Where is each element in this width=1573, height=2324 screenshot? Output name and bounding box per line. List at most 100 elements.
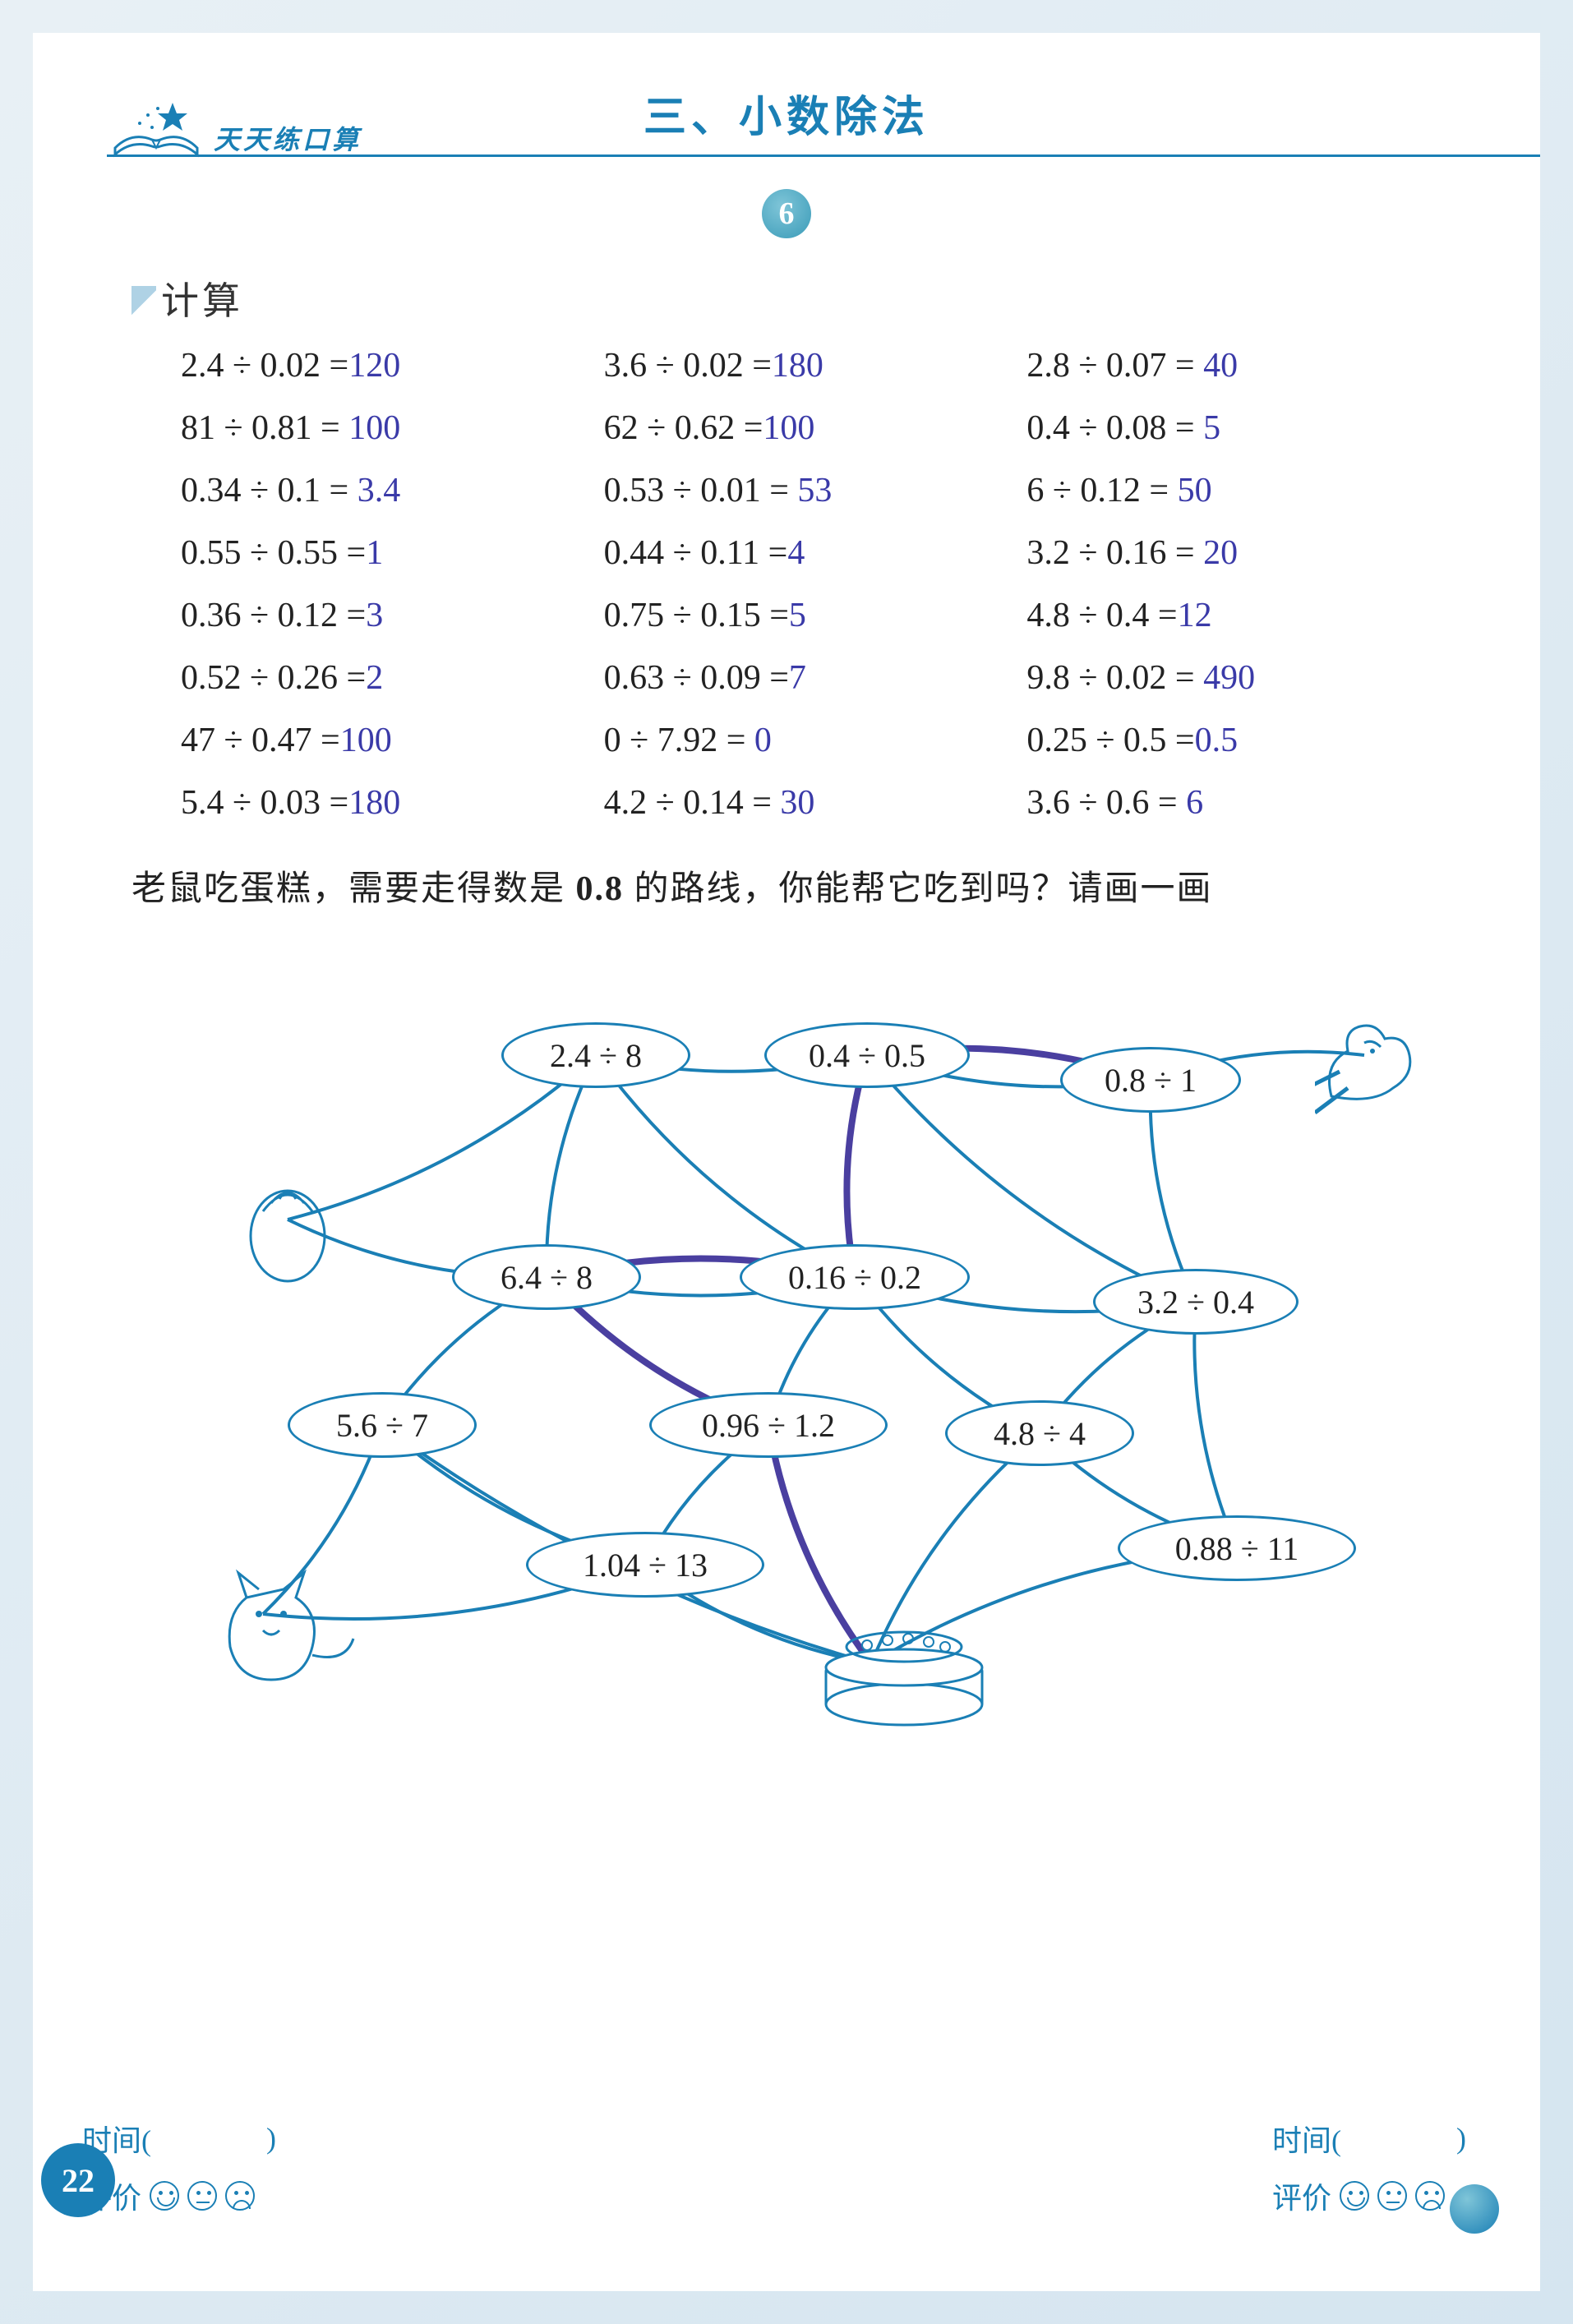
- calc-expression: 0.53 ÷ 0.01 =: [604, 472, 789, 510]
- calc-expression: 0.25 ÷ 0.5 =: [1026, 722, 1194, 759]
- face-neutral-icon: [1377, 2181, 1407, 2211]
- face-sad-icon: [225, 2181, 255, 2211]
- maze-diagram: 2.4 ÷ 80.4 ÷ 0.50.8 ÷ 16.4 ÷ 80.16 ÷ 0.2…: [107, 940, 1466, 1745]
- rating-label-r: 评价: [1272, 2174, 1331, 2217]
- calc-answer: 120: [348, 347, 400, 385]
- maze-node: 3.2 ÷ 0.4: [1093, 1269, 1299, 1335]
- maze-node: 5.6 ÷ 7: [288, 1392, 477, 1458]
- calc-item: 0.55 ÷ 0.55 =1: [181, 533, 571, 573]
- calc-answer: 53: [789, 472, 833, 510]
- calc-expression: 0.63 ÷ 0.09 =: [604, 659, 789, 697]
- time-row: 时间( ): [82, 2117, 276, 2160]
- calc-item: 0.4 ÷ 0.08 = 5: [1026, 408, 1417, 448]
- calc-expression: 0.75 ÷ 0.15 =: [604, 597, 789, 634]
- calc-item: 62 ÷ 0.62 =100: [604, 408, 994, 448]
- maze-text: 老鼠吃蛋糕，需要走得数是: [131, 870, 576, 908]
- calc-answer: 1: [366, 534, 383, 572]
- calc-expression: 47 ÷ 0.47 =: [181, 722, 340, 759]
- time-row-r: 时间( ): [1272, 2117, 1466, 2160]
- calc-expression: 3.6 ÷ 0.02 =: [604, 347, 772, 385]
- calc-answer: 5: [1195, 409, 1221, 447]
- calc-answer: 3.4: [348, 472, 400, 510]
- face-sad-icon: [1415, 2181, 1445, 2211]
- calc-item: 0.52 ÷ 0.26 =2: [181, 658, 571, 698]
- time-label-r: 时间(: [1272, 2117, 1341, 2160]
- calc-answer: 6: [1178, 784, 1204, 822]
- vegetable-icon: [238, 1170, 337, 1298]
- calc-expression: 0 ÷ 7.92 =: [604, 722, 746, 759]
- maze-edge: [1194, 1302, 1237, 1548]
- maze-node: 0.88 ÷ 11: [1118, 1515, 1356, 1581]
- calc-item: 0.53 ÷ 0.01 = 53: [604, 471, 994, 510]
- page-footer: 时间( ) 评价 时间( ) 评价: [82, 2117, 1466, 2217]
- calc-answer: 100: [340, 409, 401, 447]
- maze-node: 1.04 ÷ 13: [526, 1532, 764, 1598]
- calc-answer: 100: [763, 409, 814, 447]
- calc-answer: 100: [340, 722, 392, 759]
- calc-expression: 3.6 ÷ 0.6 =: [1026, 784, 1177, 822]
- calc-item: 81 ÷ 0.81 = 100: [181, 408, 571, 448]
- page: 天天练口算 三、小数除法 6 计算 2.4 ÷ 0.02 =1203.6 ÷ 0…: [33, 33, 1540, 2291]
- calc-item: 0 ÷ 7.92 = 0: [604, 721, 994, 760]
- calc-expression: 0.52 ÷ 0.26 =: [181, 659, 366, 697]
- calc-expression: 4.8 ÷ 0.4 =: [1026, 597, 1177, 634]
- calc-expression: 0.34 ÷ 0.1 =: [181, 472, 348, 510]
- calc-item: 0.44 ÷ 0.11 =4: [604, 533, 994, 573]
- page-number-badge: 22: [41, 2143, 115, 2217]
- cake-icon: [822, 1614, 986, 1741]
- calc-item: 9.8 ÷ 0.02 = 490: [1026, 658, 1417, 698]
- calc-item: 0.75 ÷ 0.15 =5: [604, 596, 994, 635]
- calc-answer: 30: [772, 784, 815, 822]
- page-header: 天天练口算 三、小数除法: [107, 82, 1466, 164]
- calc-answer: 20: [1195, 534, 1239, 572]
- maze-node: 4.8 ÷ 4: [945, 1400, 1134, 1466]
- calc-answer: 180: [772, 347, 823, 385]
- calc-item: 0.36 ÷ 0.12 =3: [181, 596, 571, 635]
- footer-right: 时间( ) 评价: [1272, 2117, 1466, 2217]
- calc-answer: 5: [789, 597, 806, 634]
- calc-item: 0.25 ÷ 0.5 =0.5: [1026, 721, 1417, 760]
- calc-expression: 0.44 ÷ 0.11 =: [604, 534, 788, 572]
- calc-answer: 7: [789, 659, 806, 697]
- mouse-icon: [1315, 1006, 1438, 1133]
- calc-answer: 180: [348, 784, 400, 822]
- maze-node: 0.8 ÷ 1: [1060, 1047, 1241, 1113]
- calc-answer: 490: [1195, 659, 1256, 697]
- maze-node: 0.16 ÷ 0.2: [740, 1244, 970, 1310]
- calc-item: 5.4 ÷ 0.03 =180: [181, 783, 571, 823]
- chapter-title: 三、小数除法: [644, 82, 930, 144]
- face-neutral-icon: [187, 2181, 217, 2211]
- calc-expression: 0.36 ÷ 0.12 =: [181, 597, 366, 634]
- maze-node: 2.4 ÷ 8: [501, 1022, 690, 1088]
- calc-answer: 0.5: [1195, 722, 1239, 759]
- calc-item: 2.8 ÷ 0.07 = 40: [1026, 346, 1417, 385]
- calc-item: 3.6 ÷ 0.02 =180: [604, 346, 994, 385]
- calc-item: 3.2 ÷ 0.16 = 20: [1026, 533, 1417, 573]
- time-close: ): [266, 2121, 276, 2156]
- calc-item: 0.63 ÷ 0.09 =7: [604, 658, 994, 698]
- calc-expression: 4.2 ÷ 0.14 =: [604, 784, 772, 822]
- calc-answer: 4: [787, 534, 805, 572]
- time-close-r: ): [1456, 2121, 1466, 2156]
- calc-expression: 0.55 ÷ 0.55 =: [181, 534, 366, 572]
- calc-item: 4.8 ÷ 0.4 =12: [1026, 596, 1417, 635]
- calc-answer: 0: [745, 722, 772, 759]
- calc-answer: 12: [1178, 597, 1212, 634]
- calc-item: 47 ÷ 0.47 =100: [181, 721, 571, 760]
- maze-instruction: 老鼠吃蛋糕，需要走得数是 0.8 的路线，你能帮它吃到吗？请画一画: [131, 864, 1458, 915]
- series-title: 天天练口算: [214, 119, 362, 157]
- calc-item: 3.6 ÷ 0.6 = 6: [1026, 783, 1417, 823]
- calc-item: 0.34 ÷ 0.1 = 3.4: [181, 471, 571, 510]
- calc-expression: 2.4 ÷ 0.02 =: [181, 347, 348, 385]
- calc-answer: 50: [1169, 472, 1212, 510]
- calc-item: 4.2 ÷ 0.14 = 30: [604, 783, 994, 823]
- calc-grid: 2.4 ÷ 0.02 =1203.6 ÷ 0.02 =1802.8 ÷ 0.07…: [107, 346, 1466, 823]
- subpage-number-badge: 6: [762, 189, 811, 238]
- corner-dot-icon: [1450, 2184, 1499, 2234]
- maze-text-suffix: 的路线，你能帮它吃到吗？请画一画: [624, 870, 1213, 908]
- calc-answer: 3: [366, 597, 383, 634]
- calc-expression: 2.8 ÷ 0.07 =: [1026, 347, 1194, 385]
- maze-target-value: 0.8: [576, 870, 625, 908]
- maze-node: 0.96 ÷ 1.2: [649, 1392, 888, 1458]
- calc-expression: 9.8 ÷ 0.02 =: [1026, 659, 1194, 697]
